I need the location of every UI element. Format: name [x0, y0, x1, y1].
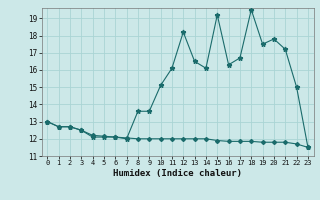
X-axis label: Humidex (Indice chaleur): Humidex (Indice chaleur) [113, 169, 242, 178]
